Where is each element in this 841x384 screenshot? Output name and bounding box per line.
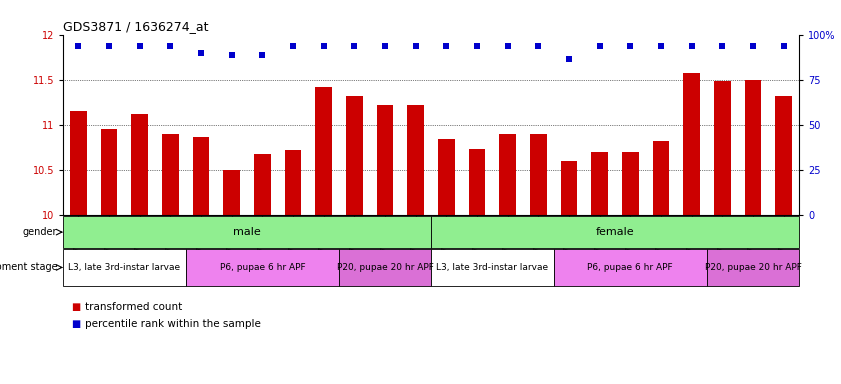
Text: male: male bbox=[233, 227, 261, 237]
Text: P6, pupae 6 hr APF: P6, pupae 6 hr APF bbox=[220, 263, 305, 272]
Bar bbox=[162, 134, 179, 215]
Text: L3, late 3rd-instar larvae: L3, late 3rd-instar larvae bbox=[68, 263, 181, 272]
Bar bbox=[683, 73, 700, 215]
Bar bbox=[377, 105, 394, 215]
Text: female: female bbox=[595, 227, 634, 237]
Text: transformed count: transformed count bbox=[85, 302, 182, 312]
Bar bbox=[254, 154, 271, 215]
Bar bbox=[101, 129, 118, 215]
Bar bbox=[131, 114, 148, 215]
Bar bbox=[468, 149, 485, 215]
Bar bbox=[500, 134, 516, 215]
Bar bbox=[621, 152, 639, 215]
Bar bbox=[591, 152, 608, 215]
Text: gender: gender bbox=[23, 227, 57, 237]
Bar bbox=[407, 105, 424, 215]
Text: GDS3871 / 1636274_at: GDS3871 / 1636274_at bbox=[63, 20, 209, 33]
Text: ■: ■ bbox=[71, 302, 81, 312]
Bar bbox=[346, 96, 362, 215]
Bar bbox=[438, 139, 455, 215]
Text: P20, pupae 20 hr APF: P20, pupae 20 hr APF bbox=[336, 263, 433, 272]
Text: ■: ■ bbox=[71, 319, 81, 329]
Text: percentile rank within the sample: percentile rank within the sample bbox=[85, 319, 261, 329]
Text: development stage: development stage bbox=[0, 262, 57, 273]
Bar bbox=[775, 96, 792, 215]
Bar bbox=[561, 161, 578, 215]
Bar bbox=[530, 134, 547, 215]
Bar bbox=[284, 150, 301, 215]
Bar bbox=[653, 141, 669, 215]
Bar bbox=[223, 170, 241, 215]
Bar bbox=[744, 80, 761, 215]
Bar bbox=[193, 137, 209, 215]
Bar bbox=[315, 87, 332, 215]
Bar bbox=[714, 81, 731, 215]
Text: L3, late 3rd-instar larvae: L3, late 3rd-instar larvae bbox=[436, 263, 548, 272]
Text: P6, pupae 6 hr APF: P6, pupae 6 hr APF bbox=[588, 263, 673, 272]
Bar bbox=[70, 111, 87, 215]
Text: P20, pupae 20 hr APF: P20, pupae 20 hr APF bbox=[705, 263, 801, 272]
